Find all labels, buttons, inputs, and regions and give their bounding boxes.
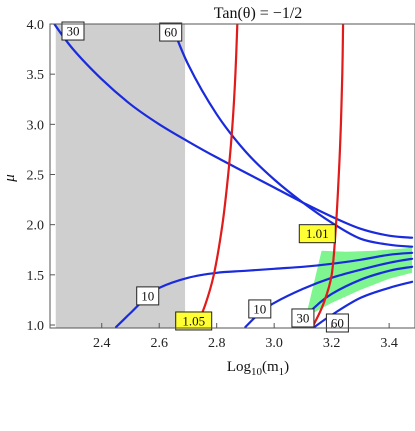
contour-label-text: 10 [253, 301, 266, 316]
contour-label: 60 [325, 313, 349, 333]
contour-label: 30 [61, 21, 85, 41]
x-tick-label: 2.6 [150, 336, 168, 351]
y-tick-label: 1.0 [27, 319, 45, 334]
excluded-region [55, 24, 186, 328]
red-contour-1.01-7 [311, 24, 345, 328]
y-tick-label: 1.5 [27, 269, 45, 284]
y-tick-label: 3.0 [27, 118, 45, 133]
x-axis-title: Log10(m1) [227, 359, 289, 378]
contour-label: 1.01 [298, 224, 336, 244]
contour-label: 1.05 [175, 311, 213, 331]
y-tick-label: 2.5 [27, 168, 45, 183]
blue-contour-60-5 [313, 280, 414, 328]
y-axis-title: μ [2, 174, 18, 183]
x-tick-label: 3.2 [323, 336, 341, 351]
x-tick-label: 3.0 [265, 336, 283, 351]
contour-label: 60 [159, 22, 183, 42]
contour-label-box [298, 224, 336, 244]
contour-label: 10 [136, 286, 160, 306]
plot-frame [49, 23, 415, 329]
contour-label-text: 1.01 [306, 226, 329, 241]
chart-title: Tan(θ) = −1/2 [214, 5, 303, 22]
y-tick-label: 3.5 [27, 68, 45, 83]
contour-label-box [175, 311, 213, 331]
x-tick-label: 2.8 [208, 336, 226, 351]
x-tick-label: 3.4 [380, 336, 398, 351]
contour-label-box [136, 286, 160, 306]
red-contour-1.05-6 [195, 24, 239, 328]
contour-label-text: 30 [296, 310, 309, 325]
contour-label-text: 60 [164, 25, 177, 40]
y-tick-label: 4.0 [27, 18, 45, 33]
contour-label-box [159, 22, 183, 42]
contour-label-box [291, 308, 315, 328]
x-tick-label: 2.4 [93, 336, 111, 351]
contour-label: 10 [248, 299, 272, 319]
contour-label-text: 60 [331, 315, 344, 330]
contour-label-text: 10 [141, 288, 154, 303]
contour-label-box [61, 21, 85, 41]
blue-contour-60-1 [170, 24, 414, 248]
contour-label-text: 1.05 [182, 313, 205, 328]
blue-contour-30-4 [296, 265, 414, 326]
contour-label: 30 [291, 308, 315, 328]
contour-label-text: 30 [66, 24, 79, 39]
y-tick-label: 2.0 [27, 219, 45, 234]
blue-contour-30-0 [52, 24, 414, 239]
contour-label-box [248, 299, 272, 319]
